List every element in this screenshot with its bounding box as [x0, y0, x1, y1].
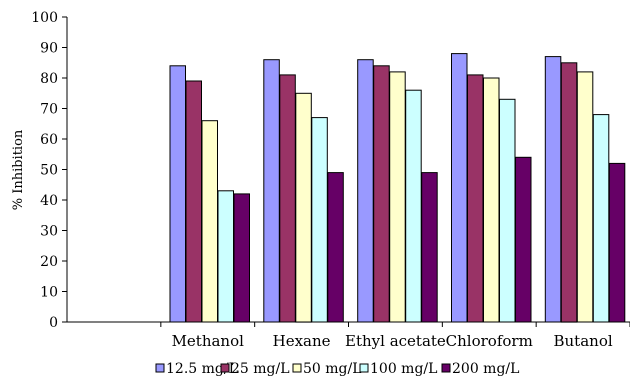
bar-3-5	[592, 114, 610, 323]
bar-0-3	[357, 59, 374, 323]
y-tick-label: 20	[40, 254, 58, 270]
bar-2-3	[389, 71, 406, 323]
y-tick-label: 40	[40, 193, 58, 209]
y-tick-label: 80	[40, 71, 58, 87]
y-tick-label: 60	[40, 132, 58, 148]
bar-2-1	[201, 120, 218, 323]
category-label: Methanol	[172, 332, 245, 350]
y-tick-label: 30	[40, 224, 58, 240]
legend-swatch	[155, 363, 165, 373]
legend-label: 50 mg/L	[303, 361, 362, 377]
bar-1-5	[560, 62, 578, 323]
y-tick-label: 50	[40, 163, 58, 179]
y-tick-label: 100	[31, 10, 58, 26]
bar-0-4	[451, 53, 468, 323]
legend-swatch	[359, 363, 369, 373]
bar-2-2	[295, 92, 312, 323]
y-tick-label: 0	[49, 315, 58, 331]
bar-0-5	[544, 56, 562, 323]
category-label: Ethyl acetate	[345, 332, 446, 350]
legend-label: 200 mg/L	[452, 361, 519, 377]
category-label: Butanol	[554, 332, 613, 350]
category-label: Chloroform	[446, 332, 533, 350]
bar-0-1	[169, 65, 186, 323]
legend-swatch	[441, 363, 451, 373]
bar-3-1	[217, 190, 234, 323]
y-tick-label: 70	[40, 102, 58, 118]
bar-1-3	[373, 65, 390, 323]
bar-4-1	[233, 193, 250, 323]
category-label: Hexane	[273, 332, 331, 350]
bar-3-3	[405, 89, 422, 323]
y-tick-label: 10	[40, 285, 58, 301]
bar-4-5	[608, 162, 626, 323]
bar-2-5	[576, 71, 594, 323]
bar-4-2	[327, 172, 344, 323]
bar-3-2	[311, 117, 328, 323]
bar-3-4	[499, 98, 516, 323]
bar-1-4	[467, 74, 484, 323]
legend-label: 100 mg/L	[370, 361, 437, 377]
bar-1-1	[185, 80, 202, 323]
y-axis-label: % Inhibition	[11, 129, 26, 210]
legend-swatch	[292, 363, 302, 373]
bar-4-3	[421, 172, 438, 323]
y-tick-label: 90	[40, 41, 58, 57]
bar-4-4	[515, 156, 532, 323]
bar-2-4	[483, 77, 500, 323]
legend-label: 25 mg/L	[231, 361, 290, 377]
bar-0-2	[263, 59, 280, 323]
legend-label: 12.5 mg/L	[166, 361, 238, 377]
legend-swatch	[220, 363, 230, 373]
bar-1-2	[279, 74, 296, 323]
